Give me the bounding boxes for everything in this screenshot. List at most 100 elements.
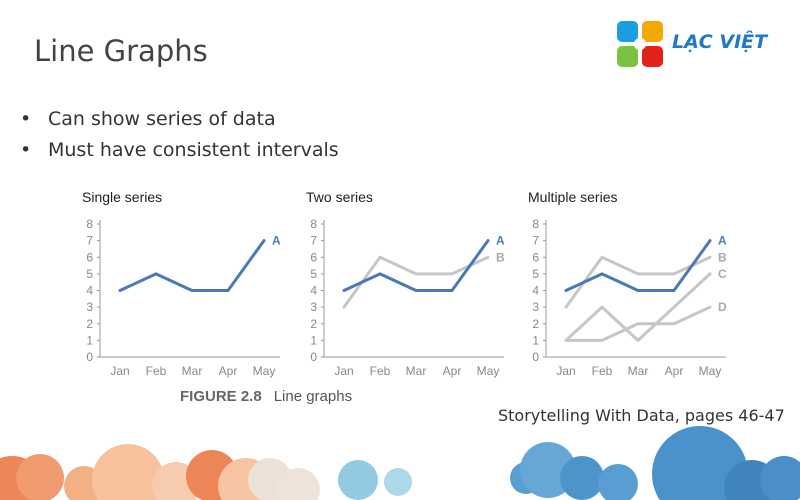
y-tick-label: 6 <box>532 250 539 264</box>
bubble-decoration <box>64 466 104 500</box>
logo-squares-icon <box>617 21 663 67</box>
data-point <box>451 273 453 275</box>
bubble-decoration <box>248 458 292 500</box>
data-point <box>227 290 229 291</box>
y-tick-label: 3 <box>86 300 93 314</box>
series-label: A <box>496 234 505 248</box>
bubble-decoration <box>724 460 780 500</box>
series-label: B <box>718 250 727 264</box>
data-point <box>119 290 121 291</box>
bubble-decoration <box>276 468 320 500</box>
y-tick-label: 3 <box>532 300 539 314</box>
x-tick-label: Feb <box>370 364 391 378</box>
bubble-decoration <box>16 454 64 500</box>
chart-multiple-series: Multiple series 0 1 2 3 4 5 6 7 8 Jan Feb Mar Apr May… <box>528 186 758 386</box>
y-tick-label: 2 <box>86 317 93 331</box>
data-point <box>637 323 639 325</box>
figure-caption-text: Line graphs <box>273 388 353 405</box>
figure-caption: FIGURE 2.8 Line graphs <box>180 388 352 405</box>
series-line-c <box>564 272 712 342</box>
chart-single-series: Single series 0 1 2 3 4 5 6 7 8 Jan Feb Mar Apr May A <box>82 186 312 386</box>
y-tick-label: 1 <box>86 333 93 347</box>
y-tick-label: 6 <box>310 250 317 264</box>
y-tick-label: 5 <box>86 267 93 281</box>
x-tick-label: May <box>253 364 276 378</box>
data-point <box>343 306 345 308</box>
y-tick-label: 0 <box>310 350 317 364</box>
y-tick-label: 1 <box>532 333 539 347</box>
data-point <box>601 256 603 258</box>
data-point <box>565 339 567 341</box>
bubble-decoration <box>510 462 542 494</box>
bubble-decoration <box>384 468 412 496</box>
y-tick-label: 5 <box>532 267 539 281</box>
data-point <box>565 306 567 308</box>
y-tick-label: 7 <box>310 234 317 248</box>
bubble-decoration <box>560 456 604 500</box>
series-line-a <box>118 239 266 292</box>
series-label: A <box>718 234 727 248</box>
chart-plot: 0 1 2 3 4 5 6 7 8 Jan Feb Mar Apr May BA <box>310 217 505 378</box>
data-point <box>415 273 417 275</box>
series-label: C <box>718 267 727 281</box>
x-tick-label: Jan <box>110 364 129 378</box>
y-tick-label: 2 <box>310 317 317 331</box>
data-point <box>601 273 603 275</box>
chart-title: Two series <box>306 189 373 205</box>
x-tick-label: Jan <box>556 364 575 378</box>
data-point <box>155 273 157 275</box>
chart-plot: 0 1 2 3 4 5 6 7 8 Jan Feb Mar Apr May D CBA <box>532 217 727 378</box>
source-note: Storytelling With Data, pages 46-47 <box>498 406 785 425</box>
data-point <box>709 306 711 308</box>
x-tick-label: Feb <box>146 364 167 378</box>
series-line-b <box>564 255 712 309</box>
data-point <box>673 323 675 325</box>
y-tick-label: 1 <box>310 333 317 347</box>
series-line-b <box>342 255 490 309</box>
y-tick-label: 4 <box>310 284 317 298</box>
series-line-a <box>564 239 712 292</box>
data-point <box>601 339 603 341</box>
bubble-decoration <box>760 456 800 500</box>
bubble-decoration <box>0 456 46 500</box>
data-point <box>673 290 675 291</box>
series-label: D <box>718 300 727 314</box>
series-label: B <box>496 250 505 264</box>
data-point <box>709 240 711 242</box>
data-point <box>191 290 193 291</box>
logo-text: LẠC VIỆT <box>672 31 768 53</box>
y-tick-label: 6 <box>86 250 93 264</box>
chart-two-series: Two series 0 1 2 3 4 5 6 7 8 Jan Feb Mar Apr May B A <box>306 186 536 386</box>
y-tick-label: 2 <box>532 317 539 331</box>
bullet-list: Can show series of data Must have consis… <box>20 104 339 166</box>
brand-logo: LẠC VIỆT <box>616 20 776 68</box>
x-tick-label: Apr <box>219 364 238 378</box>
chart-title: Multiple series <box>528 189 618 205</box>
x-tick-label: Mar <box>182 364 203 378</box>
figure-label: FIGURE 2.8 <box>180 388 262 405</box>
x-tick-label: Jan <box>334 364 353 378</box>
x-tick-label: Apr <box>443 364 462 378</box>
data-point <box>673 306 675 308</box>
x-tick-label: Mar <box>406 364 427 378</box>
y-tick-label: 0 <box>86 350 93 364</box>
y-tick-label: 7 <box>86 234 93 248</box>
y-tick-label: 7 <box>532 234 539 248</box>
y-tick-label: 0 <box>532 350 539 364</box>
bubble-decoration <box>652 426 748 500</box>
chart-plot: 0 1 2 3 4 5 6 7 8 Jan Feb Mar Apr May A <box>86 217 281 378</box>
bubble-decoration <box>218 458 274 500</box>
data-point <box>263 240 265 242</box>
data-point <box>379 273 381 275</box>
series-line-a <box>342 239 490 292</box>
bubble-decoration <box>152 462 200 500</box>
bubble-decoration <box>92 444 164 500</box>
y-tick-label: 3 <box>310 300 317 314</box>
data-point <box>673 273 675 275</box>
x-tick-label: May <box>477 364 500 378</box>
bubble-decoration <box>598 464 638 500</box>
y-tick-label: 8 <box>532 217 539 231</box>
y-tick-label: 8 <box>310 217 317 231</box>
series-label: A <box>272 234 281 248</box>
chart-title: Single series <box>82 189 163 205</box>
